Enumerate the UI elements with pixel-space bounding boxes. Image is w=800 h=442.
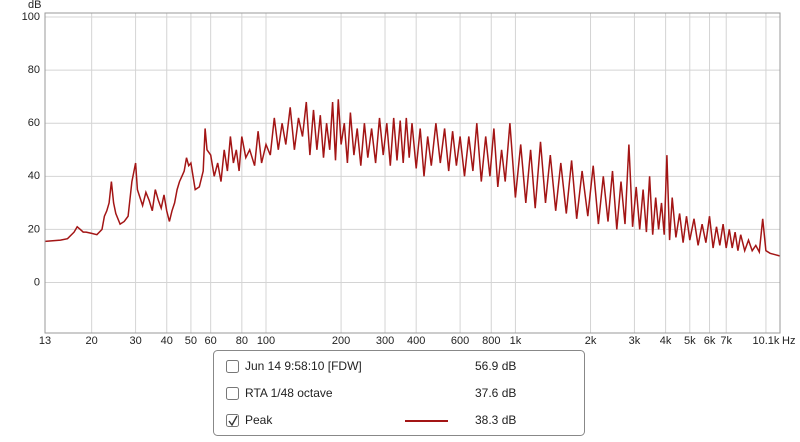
x-tick-label: 800 xyxy=(482,335,500,347)
x-tick-label: 13 xyxy=(39,335,51,347)
x-tick-label: 30 xyxy=(129,335,141,347)
x-tick-label: 5k xyxy=(684,335,696,347)
x-tick-label: 50 xyxy=(185,335,197,347)
x-tick-label: 10.1k xyxy=(752,335,779,347)
x-tick-label: 40 xyxy=(161,335,173,347)
x-tick-label: 4k xyxy=(660,335,672,347)
y-tick-label: 40 xyxy=(28,170,40,182)
y-tick-label: 100 xyxy=(22,11,40,23)
y-tick-label: 20 xyxy=(28,223,40,235)
legend-label: Peak xyxy=(245,413,273,427)
x-tick-label: 80 xyxy=(236,335,248,347)
plot-border xyxy=(44,12,781,334)
x-tick-label: 2k xyxy=(585,335,597,347)
legend-label: RTA 1/48 octave xyxy=(245,386,333,400)
x-tick-label: 20 xyxy=(86,335,98,347)
plot-area xyxy=(44,12,781,334)
legend-readout: 37.6 dB xyxy=(475,386,516,400)
x-tick-label: 6k xyxy=(704,335,716,347)
x-tick-label: 300 xyxy=(376,335,394,347)
x-tick-label: 600 xyxy=(451,335,469,347)
legend-readout: 38.3 dB xyxy=(475,413,516,427)
y-tick-label: 0 xyxy=(34,276,40,288)
check-mark xyxy=(228,415,238,427)
legend-readout: 56.9 dB xyxy=(475,359,516,373)
x-tick-label: 400 xyxy=(407,335,425,347)
x-tick-label: 100 xyxy=(257,335,275,347)
x-tick-label: 7k xyxy=(720,335,732,347)
checkbox[interactable] xyxy=(226,360,239,373)
y-tick-label: 80 xyxy=(28,64,40,76)
y-axis-label: dB xyxy=(28,0,41,11)
legend-box xyxy=(213,350,585,436)
x-axis-unit: Hz xyxy=(782,335,795,347)
legend: Jun 14 9:58:10 [FDW] 56.9 dB RTA 1/48 octa… xyxy=(213,350,585,436)
x-tick-label: 60 xyxy=(205,335,217,347)
x-tick-label: 3k xyxy=(629,335,641,347)
checkbox[interactable] xyxy=(226,387,239,400)
y-tick-label: 60 xyxy=(28,117,40,129)
legend-label: Jun 14 9:58:10 [FDW] xyxy=(245,359,362,373)
series-line xyxy=(44,99,781,257)
x-tick-label: 1k xyxy=(510,335,522,347)
x-tick-label: 200 xyxy=(332,335,350,347)
